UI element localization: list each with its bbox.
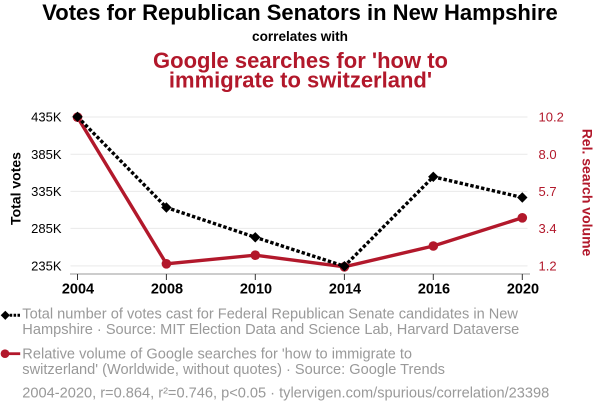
svg-text:2008: 2008 [151,281,183,297]
svg-text:Google searches for 'how to: Google searches for 'how to [153,48,448,73]
svg-text:Total votes: Total votes [8,152,24,225]
svg-text:2010: 2010 [240,281,272,297]
svg-text:2014: 2014 [329,281,361,297]
svg-text:immigrate to switzerland': immigrate to switzerland' [169,68,432,93]
svg-text:10.2: 10.2 [539,110,564,125]
svg-text:Votes for Republican Senators: Votes for Republican Senators in New Ham… [42,0,558,25]
svg-text:2020: 2020 [507,281,539,297]
svg-text:385K: 385K [31,147,62,162]
svg-text:Rel. search volume: Rel. search volume [580,129,596,257]
svg-text:235K: 235K [31,258,62,273]
svg-text:1.2: 1.2 [539,258,557,273]
svg-text:Total number of votes cast for: Total number of votes cast for Federal R… [22,307,518,323]
svg-text:2016: 2016 [418,281,450,297]
svg-text:8.0: 8.0 [539,147,557,162]
svg-text:435K: 435K [31,110,62,125]
svg-text:5.7: 5.7 [539,184,557,199]
svg-text:2004: 2004 [62,281,94,297]
svg-text:correlates with: correlates with [252,29,348,44]
svg-text:2004-2020, r=0.864, r²=0.746,: 2004-2020, r=0.864, r²=0.746, p<0.05 · t… [22,385,549,401]
svg-text:switzerland' (Worldwide, witho: switzerland' (Worldwide, without quotes)… [22,362,445,378]
svg-text:3.4: 3.4 [539,221,557,236]
svg-text:335K: 335K [31,184,62,199]
svg-text:Relative volume of Google sear: Relative volume of Google searches for '… [22,347,412,363]
svg-text:285K: 285K [31,221,62,236]
svg-text:Hampshire · Source: MIT Electi: Hampshire · Source: MIT Election Data an… [22,322,519,338]
